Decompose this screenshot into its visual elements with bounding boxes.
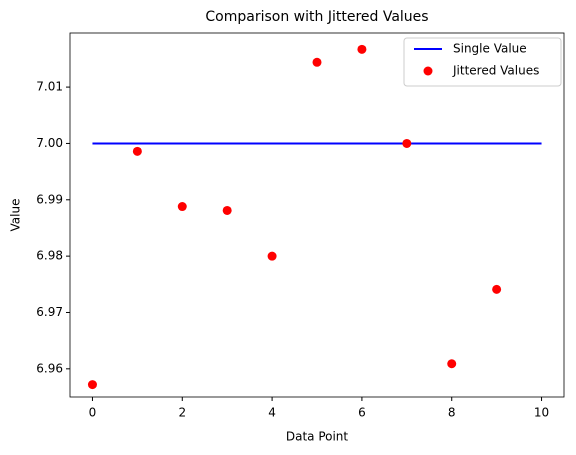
y-tick-label: 6.97 <box>36 305 63 319</box>
point <box>267 251 277 261</box>
point <box>222 205 232 215</box>
point <box>447 359 457 369</box>
x-tick-label: 10 <box>534 406 549 420</box>
x-tick-label: 2 <box>178 406 186 420</box>
y-tick-label: 6.98 <box>36 249 63 263</box>
chart-title: Comparison with Jittered Values <box>205 9 428 25</box>
y-tick-label: 7.00 <box>36 136 63 150</box>
point <box>312 57 322 67</box>
point <box>492 284 502 294</box>
x-tick-label: 4 <box>268 406 276 420</box>
point <box>177 202 187 212</box>
point <box>357 44 367 54</box>
legend-box <box>403 37 562 87</box>
x-tick-label: 8 <box>448 406 456 420</box>
legend-marker <box>423 66 433 76</box>
y-tick-label: 6.99 <box>36 192 63 206</box>
y-tick-label: 6.96 <box>36 361 63 375</box>
axes-frame <box>69 32 565 398</box>
x-axis-label: Data Point <box>286 430 349 444</box>
point <box>132 146 142 156</box>
x-tick-label: 6 <box>358 406 366 420</box>
y-tick-label: 7.01 <box>36 80 63 94</box>
legend-label: Single Value <box>453 42 527 56</box>
point <box>87 380 97 390</box>
x-tick-label: 0 <box>89 406 97 420</box>
point <box>402 138 412 148</box>
y-axis-label: Value <box>9 199 23 232</box>
legend-label: Jittered Values <box>452 64 539 78</box>
